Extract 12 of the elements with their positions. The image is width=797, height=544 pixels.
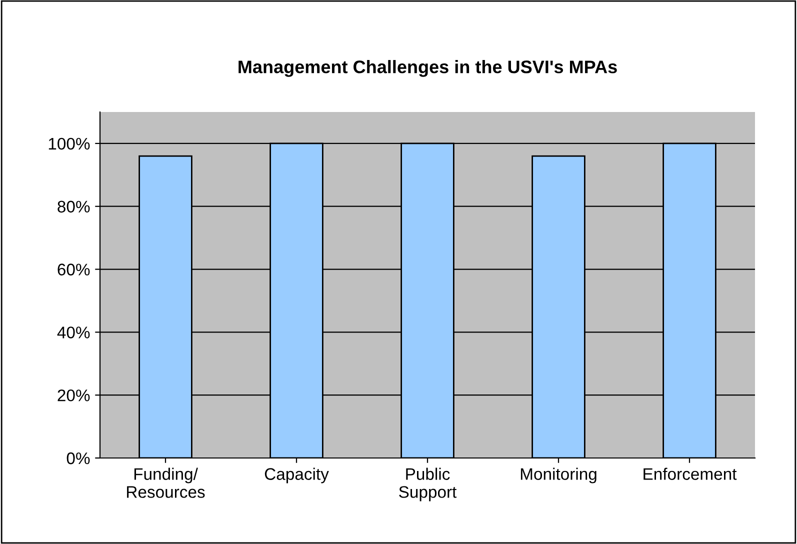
y-tick-label: 60%	[58, 264, 90, 276]
y-tick-label: 100%	[48, 138, 90, 150]
y-tick-label: 0%	[66, 452, 90, 464]
chart-title: Management Challenges in the USVI's MPAs	[238, 60, 617, 77]
x-tick-label: Funding/ Resources	[127, 468, 205, 498]
x-tick-label: Enforcement	[644, 468, 737, 480]
y-tick-label: 80%	[58, 200, 90, 213]
x-tick-label: Capacity	[264, 468, 329, 484]
y-tick-label: 40%	[57, 326, 90, 338]
y-tick-label: 20%	[58, 389, 90, 402]
x-tick-label: Monitoring	[520, 468, 596, 484]
x-tick-label: Public Support	[399, 468, 457, 502]
